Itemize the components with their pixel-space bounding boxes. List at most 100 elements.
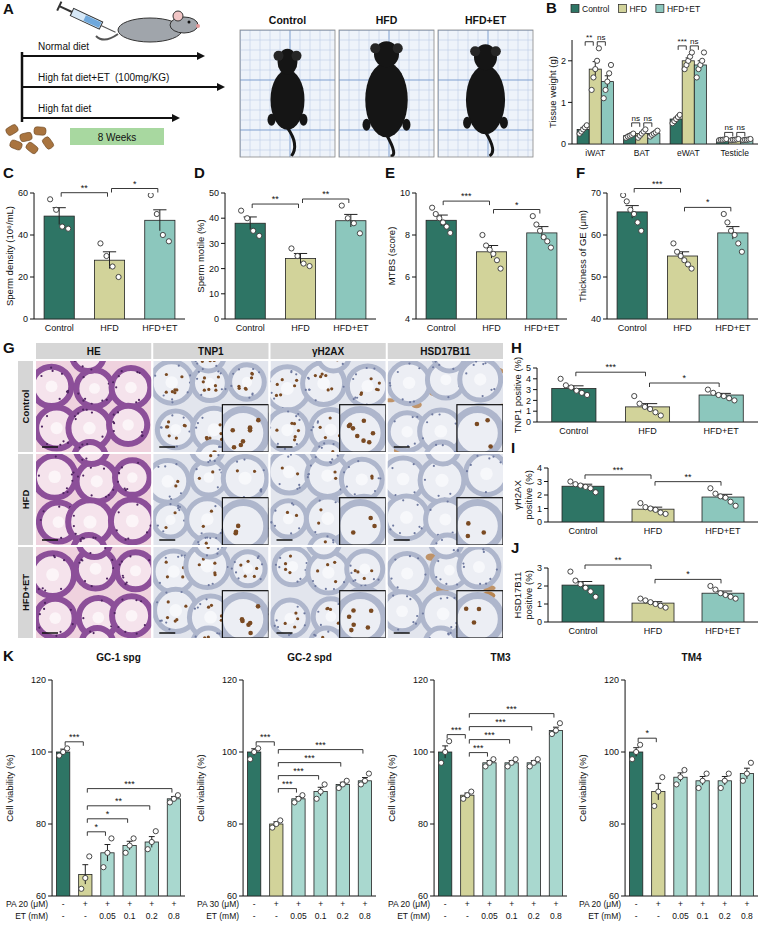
data-point xyxy=(653,601,658,606)
mouse-ear xyxy=(274,51,284,61)
positive-cell xyxy=(210,604,213,607)
nucleus xyxy=(413,491,415,493)
bar xyxy=(652,792,665,896)
positive-cell xyxy=(202,525,205,528)
data-point xyxy=(345,216,350,221)
lumen xyxy=(321,512,334,525)
panel-letter: K xyxy=(3,647,14,664)
x-row-value: 0.8 xyxy=(741,911,753,921)
data-point xyxy=(694,75,699,80)
data-point xyxy=(498,266,503,271)
tubule xyxy=(73,535,105,545)
nucleus xyxy=(85,457,87,459)
significance-label: ** xyxy=(615,555,623,565)
nucleus xyxy=(165,591,167,593)
lumen xyxy=(48,470,61,483)
lumen xyxy=(208,423,221,436)
inset-frame xyxy=(457,405,503,452)
x-row-value: 0.05 xyxy=(290,911,307,921)
tubule xyxy=(388,554,427,594)
nucleus xyxy=(170,498,172,500)
lumen xyxy=(434,425,447,438)
tubule xyxy=(112,596,151,635)
positive-cell xyxy=(248,428,253,433)
nucleus xyxy=(41,426,43,428)
data-point xyxy=(301,261,306,266)
nucleus xyxy=(138,372,140,374)
nucleus xyxy=(392,594,394,596)
bar xyxy=(505,763,518,896)
data-point xyxy=(322,782,327,787)
data-point xyxy=(579,390,584,395)
nucleus xyxy=(162,530,164,532)
positive-cell xyxy=(321,636,324,638)
significance-bracket xyxy=(585,42,593,46)
nucleus xyxy=(208,584,210,586)
data-point xyxy=(357,231,362,236)
data-point xyxy=(589,87,594,92)
lumen xyxy=(474,373,486,385)
nucleus xyxy=(392,524,394,526)
data-point xyxy=(700,58,705,63)
nucleus xyxy=(276,619,278,621)
nucleus xyxy=(271,380,272,382)
data-point xyxy=(83,875,88,880)
tubule xyxy=(74,442,106,452)
nucleus xyxy=(119,564,121,566)
nucleus xyxy=(82,365,84,367)
significance-label: *** xyxy=(605,362,616,372)
nucleus xyxy=(84,580,86,582)
nucleus xyxy=(201,417,203,419)
panel-letter: J xyxy=(511,539,519,556)
tubule xyxy=(222,502,266,545)
bar xyxy=(718,781,731,896)
nucleus xyxy=(417,557,419,559)
nucleus xyxy=(159,582,161,584)
nucleus xyxy=(450,632,452,634)
nucleus xyxy=(354,579,356,581)
bar xyxy=(682,61,694,144)
photo xyxy=(240,30,335,157)
nucleus xyxy=(374,490,376,492)
lumen xyxy=(326,611,337,622)
needle xyxy=(101,26,116,33)
positive-cell xyxy=(348,422,353,427)
y-tick xyxy=(48,752,52,753)
data-point xyxy=(722,778,727,783)
nucleus xyxy=(414,532,416,534)
positive-cell xyxy=(232,445,237,450)
tubule xyxy=(340,595,384,638)
mouse-foot xyxy=(500,117,508,129)
data-point xyxy=(655,128,660,133)
nucleus xyxy=(118,472,120,474)
y-tick xyxy=(544,495,548,496)
positive-cell xyxy=(198,563,201,566)
x-row-value: + xyxy=(340,899,345,909)
tubule xyxy=(340,409,384,452)
nucleus xyxy=(195,427,197,429)
inset-frame xyxy=(222,591,268,638)
positive-cell xyxy=(349,628,354,633)
positive-cell xyxy=(284,568,287,571)
x-row-value: - xyxy=(253,911,256,921)
bar xyxy=(617,212,647,319)
nucleus xyxy=(343,386,345,388)
data-point xyxy=(289,246,294,251)
positive-cell xyxy=(326,563,329,566)
y-tick-label: 3 xyxy=(537,477,542,487)
tubule xyxy=(425,628,457,638)
nucleus xyxy=(114,612,116,614)
grid-paper xyxy=(240,140,335,141)
data-point xyxy=(643,127,648,132)
data-point xyxy=(736,241,741,246)
positive-cell xyxy=(167,420,170,423)
data-point xyxy=(682,767,687,772)
axis-title: TNP1 positive (%) xyxy=(512,357,523,434)
nucleus xyxy=(171,401,173,403)
positive-cell xyxy=(250,372,253,375)
positive-cell xyxy=(324,540,327,543)
data-point xyxy=(251,228,256,233)
bar xyxy=(694,65,706,144)
bar xyxy=(552,389,596,422)
data-point xyxy=(344,778,349,783)
